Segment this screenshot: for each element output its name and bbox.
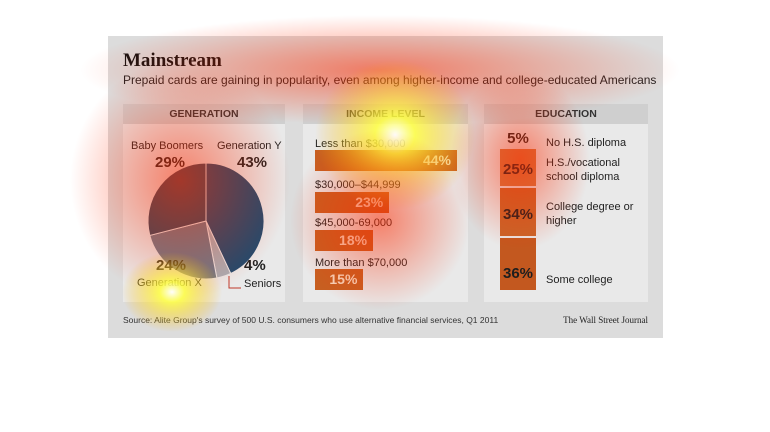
pie-label-generation-x: Generation X [137,277,202,289]
income-heading: INCOME LEVEL [303,104,468,124]
income-value-3: 15% [329,271,358,287]
income-value-2: 18% [339,232,368,248]
pie-value-generation-y: 43% [237,154,268,171]
education-bar-3 [500,238,536,290]
income-label-1: $30,000–$44,999 [315,179,401,191]
chart-subtitle: Prepaid cards are gaining in popularity,… [123,73,657,87]
education-value-3: 36% [502,265,534,282]
income-bar-1: 23% [315,192,390,213]
pie-label-generation-y: Generation Y [217,140,282,152]
seniors-leader-line [228,276,241,289]
infographic-card: Mainstream Prepaid cards are gaining in … [108,36,663,338]
income-label-0: Less than $30,000 [315,138,406,150]
income-label-3: More than $70,000 [315,257,408,269]
income-value-0: 44% [422,152,451,168]
education-label-1: H.S./vocational school diploma [546,157,620,183]
education-value-1: 25% [502,161,534,178]
income-value-1: 23% [355,194,384,210]
income-panel: INCOME LEVEL Less than $30,000 44% $30,0… [303,104,468,302]
education-label-0: No H.S. diploma [546,137,627,149]
pie-value-generation-x: 24% [156,257,187,274]
income-bar-3: 15% [315,269,364,290]
income-bar-2: 18% [315,230,374,251]
education-label-2: College degree or higher [546,201,634,227]
pie-value-baby-boomers: 29% [155,154,186,171]
education-value-2: 34% [502,206,534,223]
education-label-3: Some college [546,274,613,286]
education-panel: EDUCATION 5% No H.S. diploma 25% H.S./vo… [484,104,648,302]
education-heading: EDUCATION [484,104,648,124]
source-note: Source: Alite Group's survey of 500 U.S.… [123,315,499,325]
income-label-2: $45,000-69,000 [315,217,393,229]
chart-title: Mainstream [123,50,222,71]
income-bar-0: 44% [315,150,457,171]
generation-panel: GENERATION Baby Boomers 29% Generation Y… [123,104,285,302]
education-value-0: 5% [507,130,529,147]
pie-label-seniors: Seniors [244,278,282,290]
pie-value-seniors: 4% [244,257,266,274]
publisher-credit: The Wall Street Journal [563,315,648,325]
pie-label-baby-boomers: Baby Boomers [131,140,204,152]
